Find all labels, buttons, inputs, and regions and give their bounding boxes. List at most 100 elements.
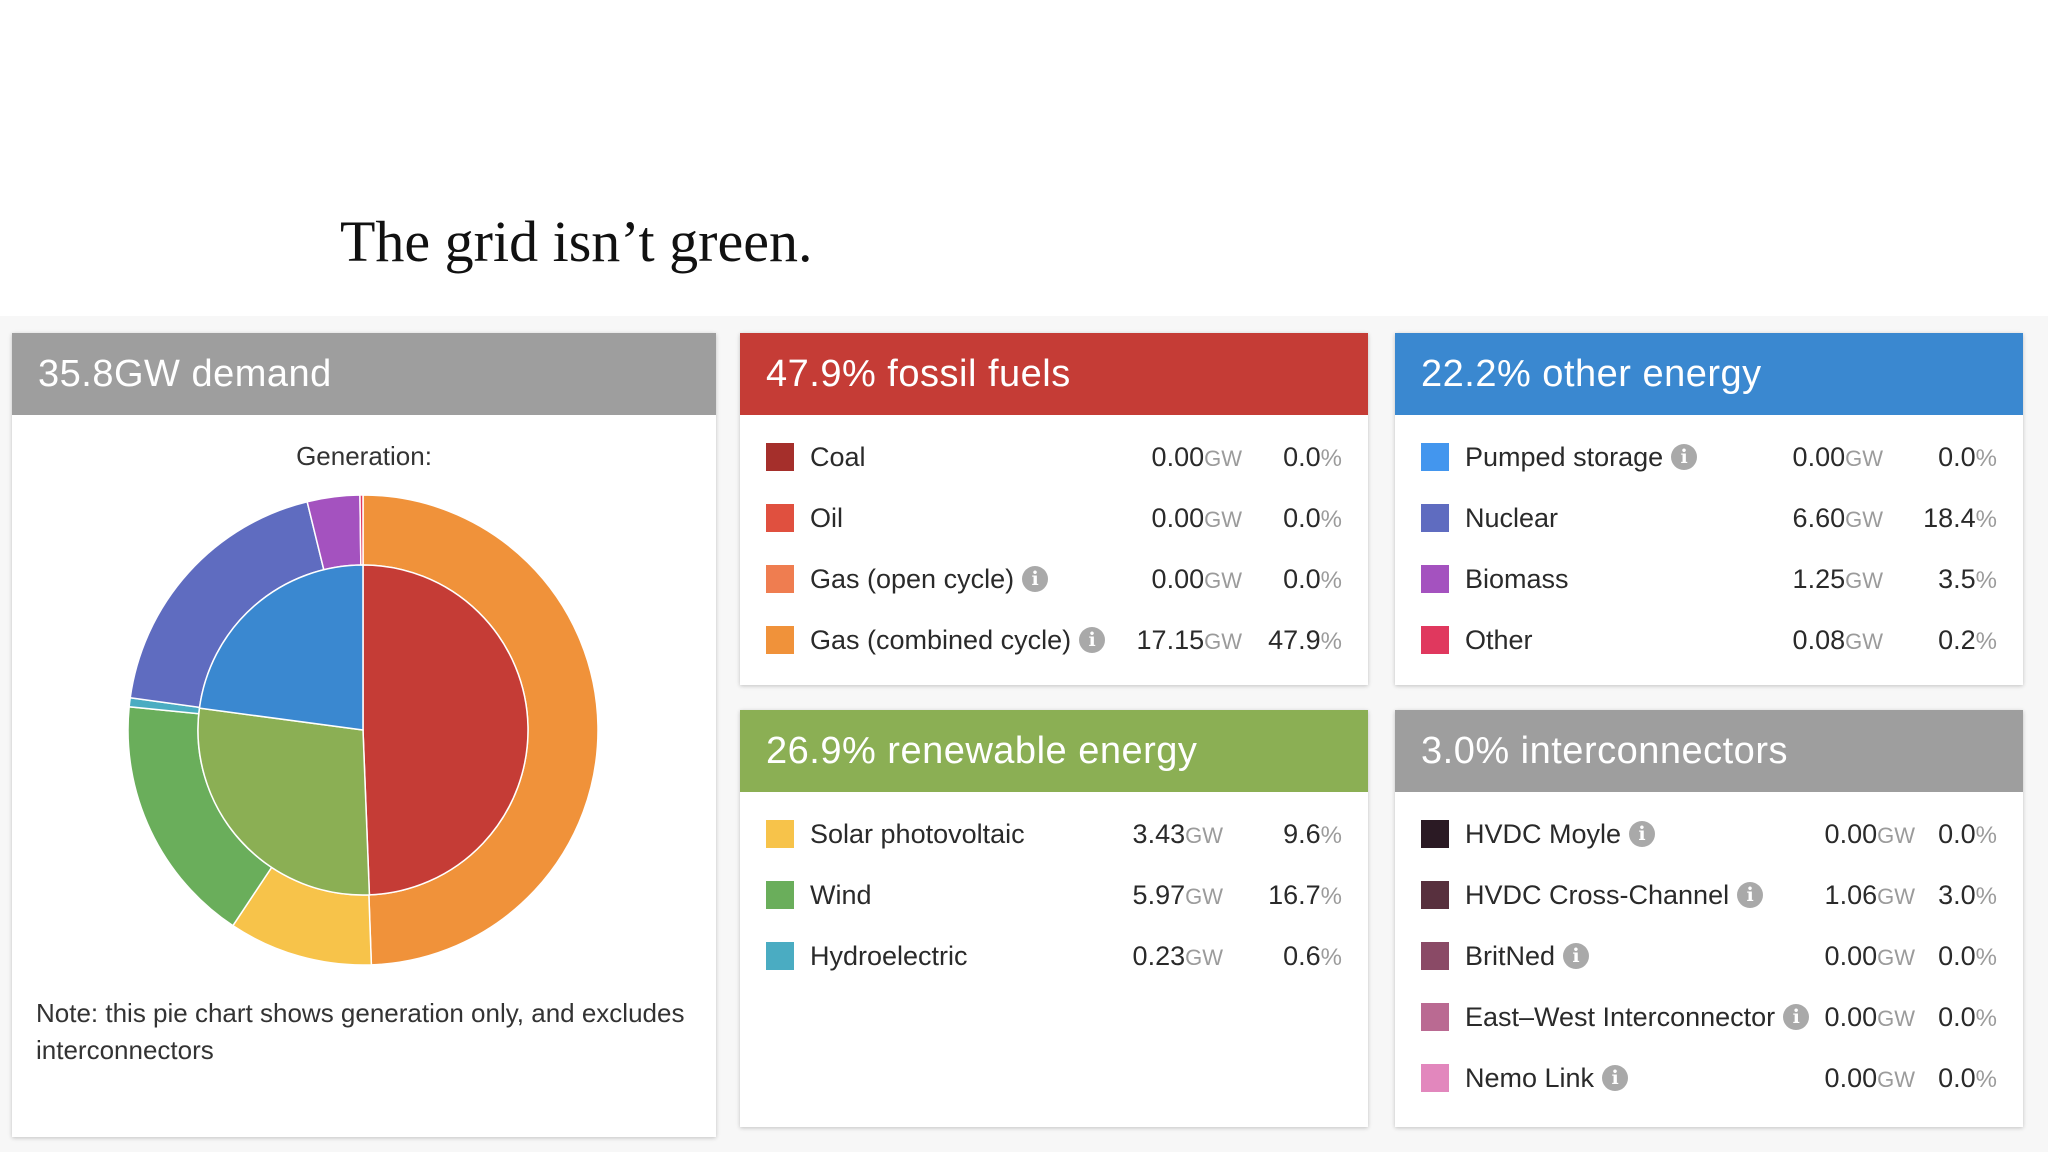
gw-unit: GW bbox=[1185, 944, 1223, 970]
percent-number: 18.4 bbox=[1923, 502, 1976, 533]
source-name: Hydroelectric bbox=[810, 940, 968, 971]
slice-other[interactable] bbox=[359, 494, 364, 566]
gw-number: 3.43 bbox=[1132, 818, 1186, 849]
source-name: Biomass bbox=[1465, 563, 1569, 594]
gw-number: 0.00 bbox=[1792, 441, 1846, 472]
info-icon[interactable]: i bbox=[1629, 821, 1656, 847]
row-other: Other 0.08GW 0.2% bbox=[1395, 610, 2023, 670]
source-name: Wind bbox=[810, 879, 872, 910]
info-icon[interactable]: i bbox=[1079, 627, 1106, 653]
percent-unit: % bbox=[1975, 1004, 1997, 1032]
gw-unit: GW bbox=[1204, 506, 1242, 532]
percent-value: 0.2% bbox=[1938, 625, 1997, 656]
source-name: East–West Interconnector bbox=[1465, 1001, 1776, 1032]
source-label: Nemo Link i bbox=[1465, 1063, 1629, 1094]
info-icon[interactable]: i bbox=[1783, 1004, 1810, 1030]
percent-unit: % bbox=[1975, 505, 1997, 533]
source-label: East–West Interconnector i bbox=[1465, 1001, 1810, 1033]
percent-number: 0.0 bbox=[1283, 441, 1321, 472]
source-label: Oil bbox=[810, 503, 843, 534]
gw-value: 0.00GW bbox=[1825, 941, 1915, 972]
renewable-energy-title: 26.9% renewable energy bbox=[766, 729, 1198, 772]
gw-number: 1.25 bbox=[1792, 563, 1846, 594]
gw-number: 0.00 bbox=[1824, 1001, 1878, 1032]
percent-value: 0.0% bbox=[1938, 1063, 1997, 1094]
percent-unit: % bbox=[1975, 444, 1997, 472]
source-name: Coal bbox=[810, 441, 866, 472]
inner-ring bbox=[197, 564, 529, 896]
info-icon[interactable]: i bbox=[1563, 943, 1590, 969]
gw-value: 0.00GW bbox=[1825, 1002, 1915, 1033]
gw-number: 1.06 bbox=[1824, 879, 1878, 910]
info-icon[interactable]: i bbox=[1022, 566, 1049, 592]
chart-note: Note: this pie chart shows generation on… bbox=[36, 998, 685, 1065]
percent-number: 0.6 bbox=[1283, 940, 1321, 971]
percent-value: 47.9% bbox=[1268, 625, 1342, 656]
source-name: Nuclear bbox=[1465, 502, 1559, 533]
row-solar-photovoltaic: Solar photovoltaic 3.43GW 9.6% bbox=[740, 804, 1368, 864]
row-nemo-link: Nemo Link i 0.00GW 0.0% bbox=[1395, 1048, 2023, 1108]
slice-other-energy[interactable] bbox=[198, 564, 364, 731]
color-swatch bbox=[1421, 820, 1449, 848]
slice-fossil-fuels[interactable] bbox=[362, 564, 529, 896]
percent-value: 0.0% bbox=[1283, 503, 1342, 534]
info-icon[interactable]: i bbox=[1671, 444, 1698, 470]
percent-unit: % bbox=[1975, 821, 1997, 849]
demand-card-header: 35.8GW demand bbox=[12, 333, 716, 415]
info-icon[interactable]: i bbox=[1602, 1065, 1629, 1091]
gw-value: 0.08GW bbox=[1793, 625, 1883, 656]
percent-number: 0.0 bbox=[1938, 818, 1976, 849]
source-label: Coal bbox=[810, 442, 866, 473]
percent-value: 0.0% bbox=[1938, 941, 1997, 972]
percent-number: 3.0 bbox=[1938, 879, 1976, 910]
info-icon[interactable]: i bbox=[1737, 882, 1764, 908]
gw-number: 0.08 bbox=[1792, 624, 1846, 655]
slice-renewable-energy[interactable] bbox=[197, 707, 371, 896]
gw-unit: GW bbox=[1877, 944, 1915, 970]
gw-unit: GW bbox=[1185, 883, 1223, 909]
gw-unit: GW bbox=[1845, 567, 1883, 593]
percent-value: 0.0% bbox=[1938, 442, 1997, 473]
renewable-energy-header: 26.9% renewable energy bbox=[740, 710, 1368, 792]
headline: The grid isn’t green. bbox=[340, 209, 813, 274]
color-swatch bbox=[766, 881, 794, 909]
source-name: Gas (open cycle) bbox=[810, 563, 1015, 594]
percent-unit: % bbox=[1975, 882, 1997, 910]
row-hvdc-moyle: HVDC Moyle i 0.00GW 0.0% bbox=[1395, 804, 2023, 864]
percent-value: 3.0% bbox=[1938, 880, 1997, 911]
fossil-fuels-card: 47.9% fossil fuels Coal 0.00GW 0.0% Oil 0.00… bbox=[740, 333, 1368, 685]
color-swatch bbox=[1421, 565, 1449, 593]
source-label: Biomass bbox=[1465, 564, 1569, 595]
row-east-west-interconnector: East–West Interconnector i 0.00GW 0.0% bbox=[1395, 987, 2023, 1047]
gw-value: 17.15GW bbox=[1137, 625, 1242, 656]
gw-number: 6.60 bbox=[1792, 502, 1846, 533]
source-label: Pumped storage i bbox=[1465, 442, 1698, 473]
percent-unit: % bbox=[1320, 505, 1342, 533]
color-swatch bbox=[1421, 881, 1449, 909]
source-label: BritNed i bbox=[1465, 941, 1590, 972]
source-label: HVDC Moyle i bbox=[1465, 819, 1656, 850]
source-label: HVDC Cross-Channel i bbox=[1465, 879, 1764, 911]
percent-value: 0.0% bbox=[1283, 442, 1342, 473]
gw-value: 0.23GW bbox=[1133, 941, 1223, 972]
gw-unit: GW bbox=[1204, 445, 1242, 471]
percent-unit: % bbox=[1320, 627, 1342, 655]
gw-number: 0.23 bbox=[1132, 940, 1186, 971]
interconnectors-header: 3.0% interconnectors bbox=[1395, 710, 2023, 792]
fossil-fuels-header: 47.9% fossil fuels bbox=[740, 333, 1368, 415]
row-hvdc-cross-channel: HVDC Cross-Channel i 1.06GW 3.0% bbox=[1395, 865, 2023, 925]
color-swatch bbox=[1421, 626, 1449, 654]
generation-label: Generation: bbox=[296, 441, 432, 471]
percent-value: 0.0% bbox=[1938, 819, 1997, 850]
row-gas-combined-cycle-: Gas (combined cycle) i 17.15GW 47.9% bbox=[740, 610, 1368, 670]
gw-unit: GW bbox=[1845, 628, 1883, 654]
row-wind: Wind 5.97GW 16.7% bbox=[740, 865, 1368, 925]
row-biomass: Biomass 1.25GW 3.5% bbox=[1395, 549, 2023, 609]
gw-unit: GW bbox=[1877, 883, 1915, 909]
source-name: HVDC Cross-Channel bbox=[1465, 879, 1730, 910]
interconnectors-title: 3.0% interconnectors bbox=[1421, 729, 1788, 772]
percent-number: 0.2 bbox=[1938, 624, 1976, 655]
gw-value: 3.43GW bbox=[1133, 819, 1223, 850]
percent-value: 9.6% bbox=[1283, 819, 1342, 850]
percent-unit: % bbox=[1320, 882, 1342, 910]
